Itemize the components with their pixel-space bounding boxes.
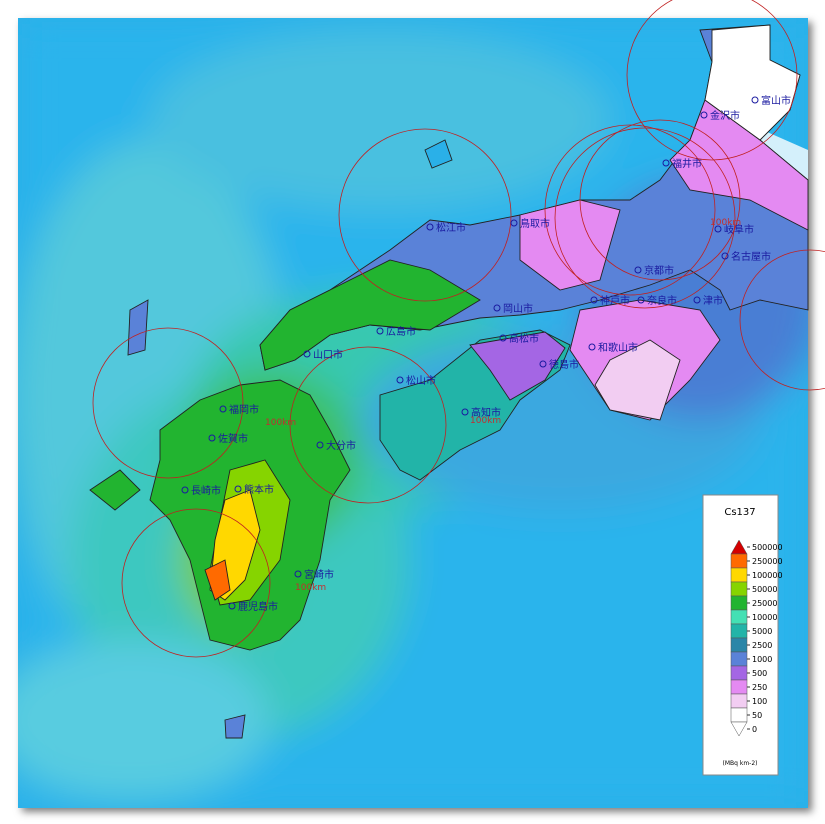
- city-label: 鹿児島市: [238, 600, 278, 613]
- legend-label: 5000: [752, 627, 772, 636]
- city-marker: [634, 266, 642, 274]
- city-label: 広島市: [386, 325, 416, 338]
- city-label: 大分市: [326, 439, 356, 452]
- legend-label: 25000: [752, 599, 777, 608]
- legend-label: 250: [752, 683, 767, 692]
- city-label: 福岡市: [229, 403, 259, 416]
- legend-swatch: [730, 609, 748, 625]
- range-circles: [92, 0, 825, 658]
- city-marker: [751, 96, 759, 104]
- legend-label: 10000: [752, 613, 777, 622]
- city-label: 長崎市: [191, 484, 221, 497]
- city-marker: [539, 360, 547, 368]
- city-label: 佐賀市: [218, 432, 248, 445]
- land: [89, 24, 809, 739]
- legend: Cs137 (MBq km-2) 50000025000010000050000…: [702, 494, 783, 776]
- city-label: 高松市: [509, 332, 539, 345]
- city-marker: [426, 223, 434, 231]
- legend-label: 100000: [752, 571, 783, 580]
- range-label: 100km: [470, 416, 501, 426]
- city-marker: [228, 602, 236, 610]
- city-label: 津市: [703, 294, 723, 307]
- city-marker: [234, 485, 242, 493]
- city-label: 岐阜市: [724, 223, 754, 236]
- range-label: 100km: [710, 218, 741, 228]
- legend-label: 250000: [752, 557, 783, 566]
- legend-unit: (MBq km-2): [723, 760, 758, 767]
- city-label: 松山市: [406, 374, 436, 387]
- city-label: 熊本市: [244, 483, 274, 496]
- legend-label: 500000: [752, 543, 783, 552]
- city-marker: [208, 434, 216, 442]
- legend-label: 1000: [752, 655, 772, 664]
- legend-arrow: [730, 721, 748, 737]
- city-marker: [294, 570, 302, 578]
- legend-label: 100: [752, 697, 767, 706]
- city-marker: [590, 296, 598, 304]
- city-marker: [219, 405, 227, 413]
- city-marker: [316, 441, 324, 449]
- legend-title: Cs137: [724, 507, 755, 518]
- city-marker: [693, 296, 701, 304]
- city-label: 福井市: [672, 157, 702, 170]
- legend-swatch: [730, 707, 748, 723]
- legend-swatch: [730, 637, 748, 653]
- city-label: 徳島市: [549, 358, 579, 371]
- city-label: 宮崎市: [304, 568, 334, 581]
- city-label: 高知市: [471, 406, 501, 419]
- city-label: 松江市: [436, 221, 466, 234]
- legend-swatch: [730, 581, 748, 597]
- city-label: 鳥取市: [520, 217, 550, 230]
- city-marker: [376, 327, 384, 335]
- city-label: 名古屋市: [731, 250, 771, 263]
- range-label: 100km: [265, 418, 296, 428]
- legend-swatch: [730, 567, 748, 583]
- legend-label: 50000: [752, 585, 777, 594]
- legend-swatch: [730, 651, 748, 667]
- city-label: 岡山市: [503, 302, 533, 315]
- legend-swatch: [730, 665, 748, 681]
- legend-label: 2500: [752, 641, 772, 650]
- legend-swatch: [730, 595, 748, 611]
- city-marker: [510, 219, 518, 227]
- city-marker: [461, 408, 469, 416]
- city-label: 富山市: [761, 94, 791, 107]
- city-marker: [303, 350, 311, 358]
- city-label: 奈良市: [647, 294, 677, 307]
- city-marker: [396, 376, 404, 384]
- city-label: 金沢市: [710, 109, 740, 122]
- city-marker: [181, 486, 189, 494]
- city-marker: [662, 159, 670, 167]
- legend-swatch: [730, 679, 748, 695]
- city-marker: [714, 225, 722, 233]
- legend-swatch: [730, 623, 748, 639]
- city-marker: [588, 343, 596, 351]
- city-label: 神戸市: [600, 294, 630, 307]
- city-marker: [637, 296, 645, 304]
- city-marker: [499, 334, 507, 342]
- legend-swatch: [730, 693, 748, 709]
- legend-swatch: [730, 553, 748, 569]
- legend-label: 50: [752, 711, 762, 720]
- legend-label: 0: [752, 725, 757, 734]
- range-label: 100km: [295, 583, 326, 593]
- city-label: 京都市: [644, 264, 674, 277]
- legend-label: 500: [752, 669, 767, 678]
- city-marker: [700, 111, 708, 119]
- city-label: 山口市: [313, 348, 343, 361]
- city-marker: [721, 252, 729, 260]
- city-label: 和歌山市: [598, 341, 638, 354]
- city-marker: [493, 304, 501, 312]
